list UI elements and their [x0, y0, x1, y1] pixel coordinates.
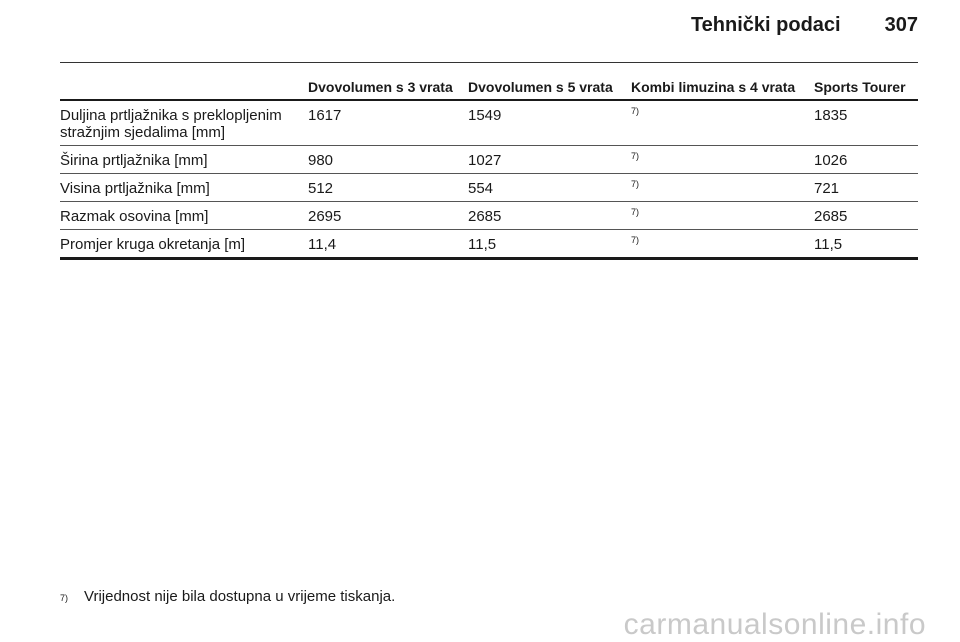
table-cell: 11,5 [814, 229, 918, 260]
column-header: Dvovolumen s 5 vrata [468, 77, 631, 101]
page-title: Tehnički podaci [690, 14, 841, 36]
footnote-reference: 7) [631, 179, 640, 189]
table-cell: 512 [308, 173, 468, 202]
column-header [60, 77, 308, 101]
table-cell: 554 [468, 173, 631, 202]
row-label: Razmak osovina [mm] [60, 201, 308, 230]
table-cell: 2685 [468, 201, 631, 230]
watermark: carmanualsonline.info [623, 608, 926, 641]
footnote-reference: 7) [631, 106, 640, 116]
footnote: 7) Vrijednost nije bila dostupna u vrije… [60, 588, 395, 605]
table-cell: 11,4 [308, 229, 468, 260]
table-row: Razmak osovina [mm] 2695 2685 7) 2685 [60, 201, 918, 230]
table-cell: 7) [631, 100, 814, 146]
specs-table: Dvovolumen s 3 vrata Dvovolumen s 5 vrat… [60, 77, 918, 260]
header-divider [60, 62, 918, 63]
table-row: Duljina prtljažnika s preklopljenim stra… [60, 100, 918, 146]
table-row: Širina prtljažnika [mm] 980 1027 7) 1026 [60, 145, 918, 174]
row-label: Širina prtljažnika [mm] [60, 145, 308, 174]
table-cell: 980 [308, 145, 468, 174]
table-cell: 2685 [814, 201, 918, 230]
table-cell: 7) [631, 229, 814, 260]
footnote-reference: 7) [631, 151, 640, 161]
table-cell: 2695 [308, 201, 468, 230]
table-cell: 1026 [814, 145, 918, 174]
table-cell: 11,5 [468, 229, 631, 260]
table-cell: 1835 [814, 100, 918, 146]
table-cell: 7) [631, 173, 814, 202]
footnote-text: Vrijednost nije bila dostupna u vrijeme … [84, 588, 396, 605]
footnote-reference: 7) [631, 207, 640, 217]
table-cell: 1549 [468, 100, 631, 146]
column-header: Kombi limuzina s 4 vrata [631, 77, 814, 101]
row-label: Promjer kruga okretanja [m] [60, 229, 308, 260]
table-cell: 721 [814, 173, 918, 202]
column-header: Sports Tourer [814, 77, 918, 101]
row-label: Visina prtljažnika [mm] [60, 173, 308, 202]
page-number: 307 [884, 14, 918, 36]
table-cell: 7) [631, 201, 814, 230]
table-cell: 7) [631, 145, 814, 174]
table-header-row: Dvovolumen s 3 vrata Dvovolumen s 5 vrat… [60, 77, 918, 101]
table-cell: 1027 [468, 145, 631, 174]
table-row: Promjer kruga okretanja [m] 11,4 11,5 7)… [60, 229, 918, 260]
column-header: Dvovolumen s 3 vrata [308, 77, 468, 101]
table-cell: 1617 [308, 100, 468, 146]
footnote-marker: 7) [60, 593, 69, 603]
page-header: Tehnički podaci 307 [691, 14, 918, 37]
row-label: Duljina prtljažnika s preklopljenim stra… [60, 100, 308, 146]
footnote-reference: 7) [631, 235, 640, 245]
table-row: Visina prtljažnika [mm] 512 554 7) 721 [60, 173, 918, 202]
